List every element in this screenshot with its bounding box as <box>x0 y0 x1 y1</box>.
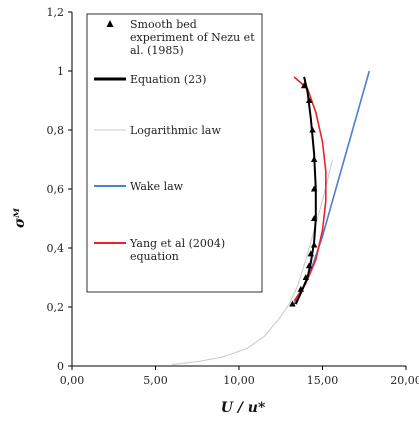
legend-marker-triangle <box>106 20 114 27</box>
data-point-triangle <box>300 82 308 89</box>
y-tick-label: 1,2 <box>47 6 65 19</box>
data-point-triangle <box>302 274 309 280</box>
legend-label: Equation (23) <box>130 73 206 86</box>
y-axis-label: σᴹ <box>12 208 28 228</box>
legend-label: experiment of Nezu et <box>130 31 255 44</box>
legend-label: Wake law <box>130 180 184 193</box>
x-tick-label: 20,00 <box>390 374 419 387</box>
y-axis-ticks: 0 0,2 0,4 0,6 0,8 1 1,2 <box>47 6 72 373</box>
legend-label: Smooth bed <box>130 18 197 31</box>
x-axis-label: U / u* <box>221 400 266 416</box>
data-point-triangle <box>307 250 315 257</box>
x-tick-label: 10,00 <box>223 374 255 387</box>
legend-label: al. (1985) <box>130 44 184 57</box>
series-line <box>293 70 371 305</box>
y-tick-label: 0 <box>57 360 64 373</box>
y-tick-label: 0,4 <box>47 242 65 255</box>
legend-label: Logarithmic law <box>130 124 221 137</box>
y-tick-label: 0,8 <box>47 124 65 137</box>
data-point-triangle <box>310 156 318 162</box>
data-point-triangle <box>309 126 316 133</box>
series-layer <box>172 70 371 365</box>
data-point-triangle <box>305 97 313 103</box>
series-line <box>293 76 327 302</box>
x-tick-label: 5,00 <box>143 374 168 387</box>
legend-label: Yang et al (2004) <box>129 237 225 250</box>
data-point-triangle <box>305 262 313 269</box>
data-point-triangle <box>310 215 318 221</box>
x-axis-ticks: 0,00 5,00 10,00 15,00 20,00 <box>60 366 419 387</box>
data-point-triangle <box>310 185 318 192</box>
legend-label: equation <box>130 250 179 263</box>
x-tick-label: 0,00 <box>60 374 85 387</box>
y-tick-label: 1 <box>57 65 64 78</box>
legend-box <box>86 13 263 293</box>
y-tick-label: 0,2 <box>47 301 65 314</box>
data-point-triangle <box>297 285 304 292</box>
x-tick-label: 15,00 <box>307 374 339 387</box>
data-point-triangle <box>289 300 296 307</box>
data-point-triangle <box>310 241 318 248</box>
y-tick-label: 0,6 <box>47 183 65 196</box>
